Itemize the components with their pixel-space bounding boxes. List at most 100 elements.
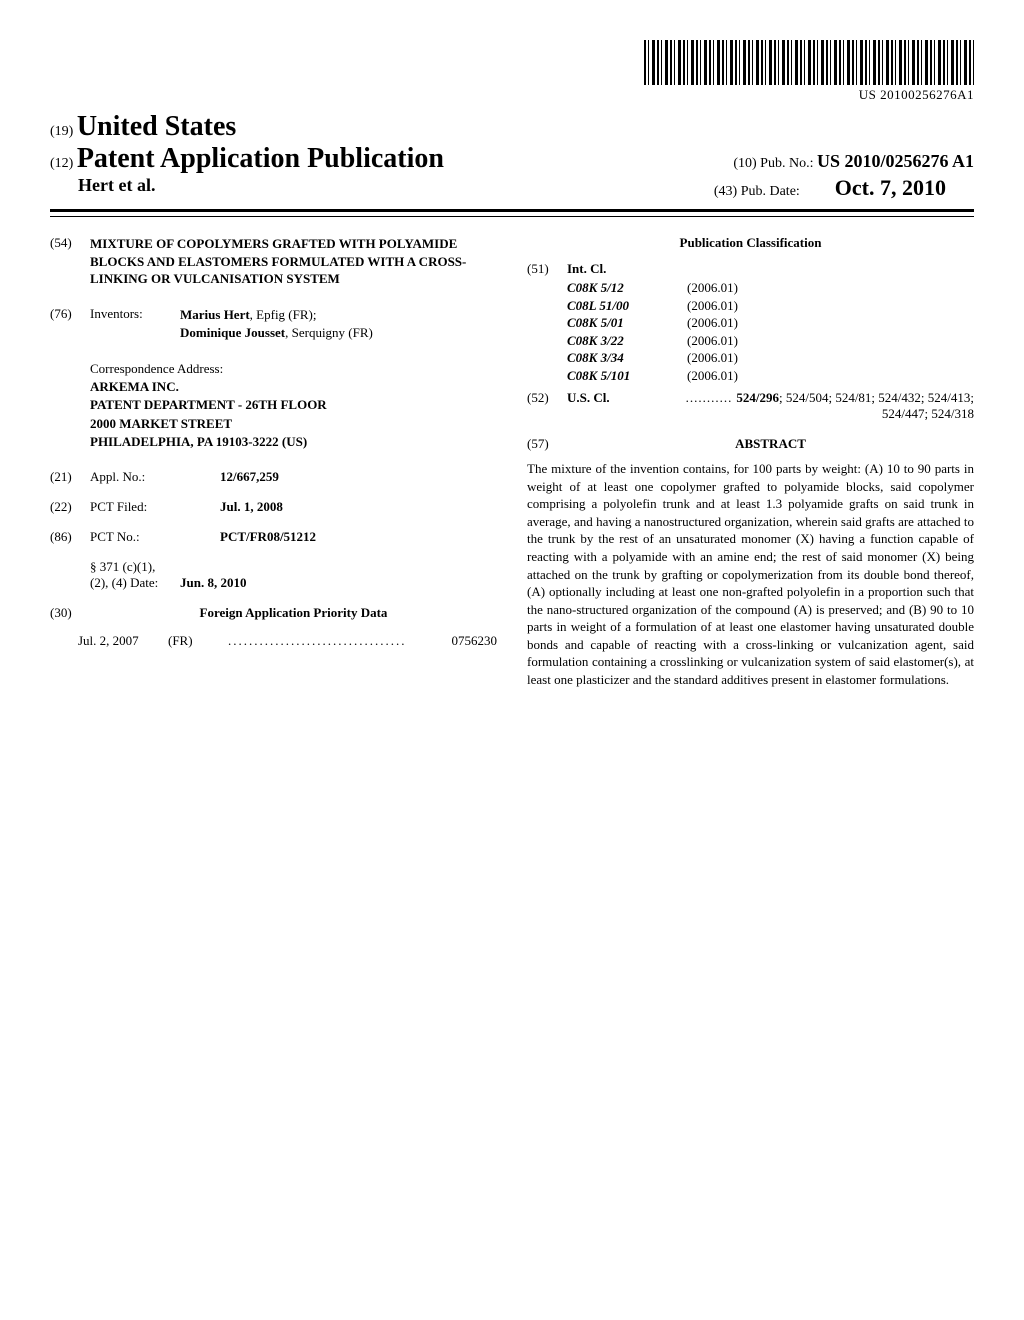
s22-num: (22) — [50, 499, 90, 515]
abstract-text: The mixture of the invention contains, f… — [527, 460, 974, 688]
priority-date: Jul. 2, 2007 — [78, 633, 168, 649]
intcl-row: C08L 51/00 (2006.01) — [567, 297, 974, 315]
top-section: US 20100256276A1 — [50, 40, 974, 103]
s21-num: (21) — [50, 469, 90, 485]
s371-label: § 371 (c)(1), (2), (4) Date: — [90, 559, 180, 591]
barcode-text: US 20100256276A1 — [859, 87, 974, 103]
inventor-loc: , Serquigny (FR) — [285, 325, 373, 340]
s54-num: (54) — [50, 235, 90, 288]
pct-no: PCT/FR08/51212 — [220, 529, 316, 545]
pct-filed: Jul. 1, 2008 — [220, 499, 283, 515]
barcode-graphic — [644, 40, 974, 85]
pub-date-block: (43) Pub. Date: Oct. 7, 2010 — [714, 175, 946, 201]
intcl-code: C08K 5/12 — [567, 279, 687, 297]
pub-num: US 2010/0256276 A1 — [817, 151, 974, 171]
pub-date: Oct. 7, 2010 — [835, 175, 946, 200]
pub-num-block: (10) Pub. No.: US 2010/0256276 A1 — [733, 151, 974, 172]
section-57: (57) ABSTRACT — [527, 436, 974, 452]
section-52: (52) U.S. Cl. ...........524/296; 524/50… — [527, 390, 974, 422]
correspondence-line: PHILADELPHIA, PA 19103-3222 (US) — [90, 433, 497, 451]
pub-num-label: Pub. No.: — [760, 156, 813, 171]
intcl-row: C08K 3/34 (2006.01) — [567, 349, 974, 367]
intcl-year: (2006.01) — [687, 367, 738, 385]
intcl-year: (2006.01) — [687, 314, 738, 332]
section-22: (22) PCT Filed: Jul. 1, 2008 — [50, 499, 497, 515]
inventor-name: Dominique Jousset — [180, 325, 285, 340]
intcl-code: C08K 5/101 — [567, 367, 687, 385]
correspondence-line: ARKEMA INC. — [90, 378, 497, 396]
intcl-year: (2006.01) — [687, 297, 738, 315]
invention-title: MIXTURE OF COPOLYMERS GRAFTED WITH POLYA… — [90, 235, 497, 288]
intcl-code: C08K 3/34 — [567, 349, 687, 367]
s86-num: (86) — [50, 529, 90, 545]
intcl-label: Int. Cl. — [567, 261, 606, 277]
barcode-block: US 20100256276A1 — [644, 40, 974, 103]
section-21: (21) Appl. No.: 12/667,259 — [50, 469, 497, 485]
section-54: (54) MIXTURE OF COPOLYMERS GRAFTED WITH … — [50, 235, 497, 288]
section-76: (76) Inventors: Marius Hert, Epfig (FR);… — [50, 306, 497, 342]
foreign-priority-title: Foreign Application Priority Data — [90, 605, 497, 621]
left-column: (54) MIXTURE OF COPOLYMERS GRAFTED WITH … — [50, 235, 497, 688]
correspondence-line: 2000 MARKET STREET — [90, 415, 497, 433]
inventor-name: Marius Hert — [180, 307, 250, 322]
correspondence-block: Correspondence Address: ARKEMA INC. PATE… — [90, 360, 497, 451]
appl-no-label: Appl. No.: — [90, 469, 220, 485]
intcl-year: (2006.01) — [687, 332, 738, 350]
correspondence-label: Correspondence Address: — [90, 360, 497, 378]
priority-row: Jul. 2, 2007 (FR) ......................… — [78, 633, 497, 649]
publication-line: (12) Patent Application Publication (10)… — [50, 143, 974, 175]
intcl-code: C08K 5/01 — [567, 314, 687, 332]
inventors-list: Marius Hert, Epfig (FR); Dominique Jouss… — [180, 306, 373, 342]
section-51: (51) Int. Cl. — [527, 261, 974, 277]
s76-num: (76) — [50, 306, 90, 342]
pub-type: Patent Application Publication — [77, 143, 444, 174]
inventor-loc: , Epfig (FR); — [250, 307, 317, 322]
intcl-code: C08L 51/00 — [567, 297, 687, 315]
pub-class-title: Publication Classification — [527, 235, 974, 251]
section-86: (86) PCT No.: PCT/FR08/51212 — [50, 529, 497, 545]
country-name: United States — [77, 111, 236, 142]
intcl-row: C08K 5/101 (2006.01) — [567, 367, 974, 385]
uscl-values: ...........524/296; 524/504; 524/81; 524… — [637, 390, 974, 422]
pct-filed-label: PCT Filed: — [90, 499, 220, 515]
intcl-year: (2006.01) — [687, 349, 738, 367]
authors: Hert et al. — [78, 175, 155, 201]
section-30: (30) Foreign Application Priority Data — [50, 605, 497, 621]
uscl-first: 524/296 — [736, 390, 779, 405]
section-371: § 371 (c)(1), (2), (4) Date: Jun. 8, 201… — [90, 559, 497, 591]
prefix-19: (19) — [50, 124, 73, 139]
pct-no-label: PCT No.: — [90, 529, 220, 545]
pub-date-label: Pub. Date: — [741, 184, 800, 199]
priority-dots: .................................. — [228, 633, 427, 649]
authors-line: Hert et al. (43) Pub. Date: Oct. 7, 2010 — [50, 175, 974, 205]
main-content: (54) MIXTURE OF COPOLYMERS GRAFTED WITH … — [50, 235, 974, 688]
intcl-row: C08K 5/01 (2006.01) — [567, 314, 974, 332]
uscl-rest: ; 524/504; 524/81; 524/432; 524/413; 524… — [779, 390, 974, 421]
prefix-10: (10) — [733, 156, 756, 171]
pub-type-block: (12) Patent Application Publication — [50, 143, 444, 175]
correspondence-line: PATENT DEPARTMENT - 26TH FLOOR — [90, 396, 497, 414]
intcl-row: C08K 5/12 (2006.01) — [567, 279, 974, 297]
s57-num: (57) — [527, 436, 567, 452]
s51-num: (51) — [527, 261, 567, 277]
priority-country: (FR) — [168, 633, 228, 649]
s371-date: Jun. 8, 2010 — [180, 575, 246, 591]
priority-num: 0756230 — [427, 633, 497, 649]
prefix-12: (12) — [50, 156, 73, 171]
s52-num: (52) — [527, 390, 567, 422]
s30-num: (30) — [50, 605, 90, 621]
right-column: Publication Classification (51) Int. Cl.… — [527, 235, 974, 688]
header: (19) United States (12) Patent Applicati… — [50, 111, 974, 205]
prefix-43: (43) — [714, 184, 737, 199]
inventors-label: Inventors: — [90, 306, 180, 342]
intcl-row: C08K 3/22 (2006.01) — [567, 332, 974, 350]
country-line: (19) United States — [50, 111, 974, 143]
appl-no: 12/667,259 — [220, 469, 279, 485]
divider-thin — [50, 216, 974, 217]
intcl-code: C08K 3/22 — [567, 332, 687, 350]
divider-thick — [50, 209, 974, 212]
uscl-label: U.S. Cl. — [567, 390, 637, 422]
abstract-title: ABSTRACT — [567, 436, 974, 452]
uscl-dots: ........... — [686, 390, 733, 405]
intcl-year: (2006.01) — [687, 279, 738, 297]
